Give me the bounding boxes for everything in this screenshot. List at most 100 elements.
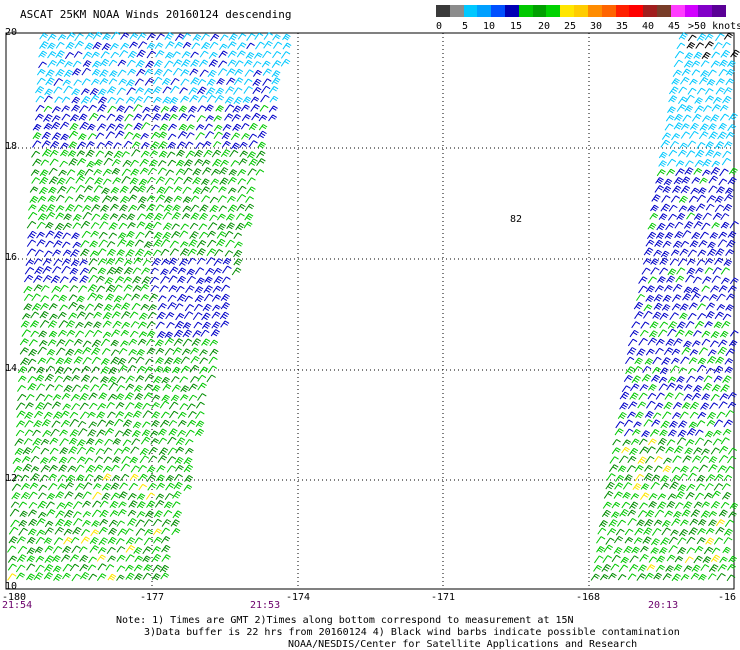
wind-barb: [146, 474, 157, 482]
wind-barb: [71, 374, 80, 382]
wind-barb: [53, 240, 63, 248]
wind-barb: [698, 573, 707, 581]
wind-barb: [706, 356, 717, 364]
wind-barb: [651, 528, 662, 536]
wind-barb: [668, 95, 678, 103]
wind-barb: [680, 185, 691, 194]
wind-barb: [110, 482, 120, 490]
wind-barb: [103, 303, 113, 311]
wind-barb: [700, 295, 709, 303]
wind-barb: [116, 385, 126, 392]
wind-barb: [206, 78, 216, 86]
wind-barb: [661, 527, 671, 536]
wind-barb: [177, 429, 187, 437]
wind-barb: [155, 204, 165, 211]
wind-barb: [68, 437, 78, 445]
wind-barb: [205, 267, 215, 276]
wind-barb: [660, 475, 670, 483]
wind-barb: [201, 338, 211, 346]
wind-barb: [43, 105, 53, 113]
wind-barb: [55, 491, 65, 499]
wind-barb: [129, 159, 139, 167]
wind-barb: [89, 240, 99, 248]
wind-barb: [710, 393, 720, 401]
wind-barb: [65, 474, 76, 483]
wind-barb: [27, 211, 38, 220]
wind-barb: [714, 311, 724, 320]
wind-barb: [204, 104, 214, 112]
wind-barb: [121, 151, 130, 158]
wind-barb: [725, 249, 735, 256]
wind-barb: [613, 535, 624, 544]
wind-barb: [643, 247, 654, 256]
wind-barb: [128, 500, 138, 508]
wind-barb: [719, 104, 729, 112]
wind-barb: [51, 115, 61, 123]
wind-barb: [184, 141, 194, 149]
wind-barb: [660, 139, 671, 148]
wind-barb: [27, 376, 37, 383]
wind-barb: [615, 528, 625, 536]
wind-barb: [152, 564, 162, 573]
wind-barb: [718, 68, 728, 77]
wind-barb: [686, 375, 696, 383]
wind-barb: [45, 230, 55, 238]
wind-barb: [18, 501, 28, 508]
wind-barb: [691, 232, 701, 240]
wind-barb: [8, 526, 19, 535]
wind-barb: [675, 168, 685, 177]
wind-barb: [727, 285, 737, 293]
wind-barb: [108, 382, 119, 391]
wind-barb: [674, 384, 684, 391]
wind-barb: [673, 59, 684, 68]
wind-barb: [208, 51, 218, 59]
wind-barb: [678, 195, 688, 203]
wind-barb: [120, 340, 129, 347]
wind-barb: [102, 473, 112, 481]
wind-barb: [48, 483, 58, 491]
wind-barb: [162, 383, 172, 391]
wind-barb: [617, 465, 627, 473]
wind-barb: [118, 222, 128, 230]
wind-barb: [98, 231, 108, 239]
wind-barb: [673, 564, 683, 572]
wind-barb: [633, 301, 644, 310]
wind-barb: [82, 511, 92, 518]
wind-barb: [48, 330, 58, 338]
wind-barb: [681, 346, 691, 355]
wind-barb: [175, 159, 185, 167]
wind-barb: [675, 491, 685, 499]
wind-barb: [22, 447, 32, 455]
wind-barb: [233, 77, 244, 86]
wind-barb: [627, 401, 638, 410]
colorbar-swatch: [587, 5, 603, 17]
wind-barb: [187, 248, 197, 257]
wind-barb: [137, 465, 147, 473]
wind-barb: [280, 51, 291, 59]
wind-barb: [106, 113, 116, 121]
wind-barb: [59, 284, 69, 293]
wind-barb: [618, 564, 629, 573]
wind-barb: [100, 376, 109, 384]
wind-barb: [63, 528, 73, 536]
wind-barb: [611, 447, 621, 455]
wind-barb: [687, 249, 697, 257]
wind-barb: [119, 195, 130, 204]
wind-barb: [55, 212, 65, 220]
wind-barb: [12, 474, 23, 482]
wind-barb: [167, 133, 177, 141]
wind-barb: [108, 519, 118, 527]
time-label-right: 20:13: [648, 600, 679, 611]
wind-barb: [62, 572, 71, 580]
wind-barb: [114, 430, 124, 438]
wind-barb: [16, 410, 26, 418]
wind-barb: [125, 240, 135, 248]
wind-barb: [176, 149, 185, 157]
wind-barb: [226, 68, 236, 76]
wind-barb: [131, 438, 141, 446]
wind-barb: [76, 311, 86, 319]
wind-barb: [53, 573, 63, 581]
wind-barb: [686, 536, 696, 544]
wind-barb: [686, 212, 696, 220]
wind-barb: [629, 329, 639, 338]
